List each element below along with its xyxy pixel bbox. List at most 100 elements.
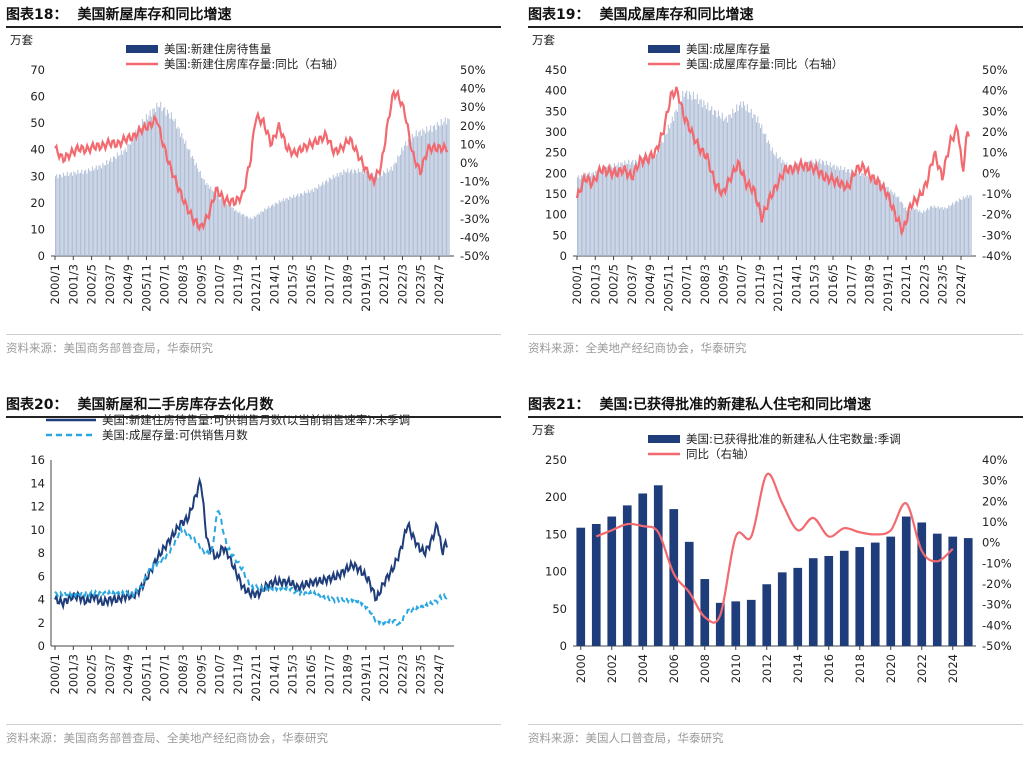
- bar: [943, 209, 944, 256]
- x-tick-label: 2010/7: [213, 654, 227, 694]
- bar: [950, 205, 952, 256]
- bar: [856, 174, 858, 256]
- bar: [135, 129, 137, 256]
- bar: [904, 207, 906, 256]
- bar: [257, 213, 259, 256]
- bar: [953, 204, 955, 256]
- bar: [919, 210, 921, 256]
- bar: [773, 153, 775, 256]
- bar: [231, 207, 233, 256]
- y-tick-label: 250: [545, 453, 567, 467]
- bar: [199, 170, 201, 256]
- bar: [61, 177, 63, 256]
- bar: [147, 119, 149, 256]
- chart-number: 图表19：: [528, 7, 590, 23]
- bar: [207, 184, 209, 256]
- bar: [359, 171, 361, 256]
- x-tick-label: 2017/7: [322, 264, 336, 304]
- bar: [590, 176, 592, 256]
- bar: [122, 154, 124, 256]
- bar: [695, 99, 697, 256]
- bar: [875, 178, 877, 256]
- y-tick-label: 6: [38, 569, 45, 583]
- bar: [438, 125, 440, 257]
- bar: [310, 190, 312, 256]
- x-tick-label: 2024/7: [954, 264, 968, 304]
- bar: [931, 206, 933, 256]
- bar: [365, 171, 367, 256]
- bar: [854, 169, 856, 256]
- bar: [791, 168, 793, 256]
- bar: [758, 123, 760, 257]
- bar: [765, 133, 767, 256]
- bar: [824, 165, 826, 256]
- bar: [234, 211, 235, 256]
- bar: [290, 197, 292, 256]
- bar: [883, 182, 885, 256]
- chart-title: 图表19： 美国成屋库存和同比增速: [528, 4, 1023, 28]
- x-tick-label: 2000/1: [570, 264, 584, 304]
- bar: [579, 179, 581, 256]
- bar: [620, 162, 622, 256]
- bar: [128, 144, 130, 256]
- bar: [763, 134, 765, 256]
- bar: [292, 198, 293, 256]
- bar: [105, 165, 106, 256]
- bar: [347, 168, 349, 256]
- bar: [675, 109, 677, 256]
- x-tick-label: 2023/5: [414, 654, 428, 694]
- bar: [762, 584, 772, 646]
- bar: [656, 154, 657, 256]
- bar: [777, 158, 779, 256]
- bar: [266, 208, 268, 256]
- bar: [190, 157, 192, 256]
- bar: [686, 90, 688, 256]
- bar: [397, 155, 399, 256]
- bar: [578, 175, 580, 256]
- bar: [227, 204, 229, 256]
- bar: [860, 175, 861, 256]
- bar: [307, 189, 309, 256]
- bar: [687, 99, 689, 257]
- bar: [65, 175, 67, 256]
- bar: [638, 493, 648, 646]
- bar: [377, 177, 379, 256]
- bar: [90, 171, 92, 256]
- bar: [399, 154, 401, 256]
- bar: [750, 108, 752, 256]
- x-tick-label: 2004/9: [643, 264, 657, 304]
- bar: [817, 161, 819, 256]
- bar: [630, 161, 632, 256]
- bar: [176, 128, 178, 256]
- bar: [712, 115, 714, 256]
- bar: [715, 602, 725, 646]
- x-tick-label: 2011/9: [231, 654, 245, 694]
- bar: [966, 194, 968, 256]
- y2-tick-label: -30%: [460, 212, 490, 226]
- bar: [771, 147, 773, 256]
- bar: [136, 134, 138, 256]
- bar: [324, 181, 326, 256]
- bar: [731, 117, 732, 256]
- bar: [314, 187, 316, 256]
- y-tick-label: 250: [545, 146, 567, 160]
- bar: [68, 176, 70, 256]
- bar: [831, 167, 833, 256]
- bar: [407, 139, 409, 256]
- bar: [649, 154, 651, 256]
- bar: [886, 536, 896, 646]
- bar: [958, 198, 960, 256]
- bar: [351, 169, 353, 256]
- bar: [373, 176, 375, 256]
- bar: [219, 199, 221, 256]
- bar: [969, 195, 971, 256]
- bar: [226, 203, 228, 256]
- bar: [599, 168, 601, 256]
- bar: [110, 158, 112, 256]
- chart-number: 图表20：: [6, 397, 68, 413]
- x-tick-label: 2001/3: [66, 654, 80, 694]
- bar: [432, 126, 434, 256]
- bar: [852, 171, 854, 256]
- bar: [636, 160, 638, 256]
- bar: [405, 141, 407, 256]
